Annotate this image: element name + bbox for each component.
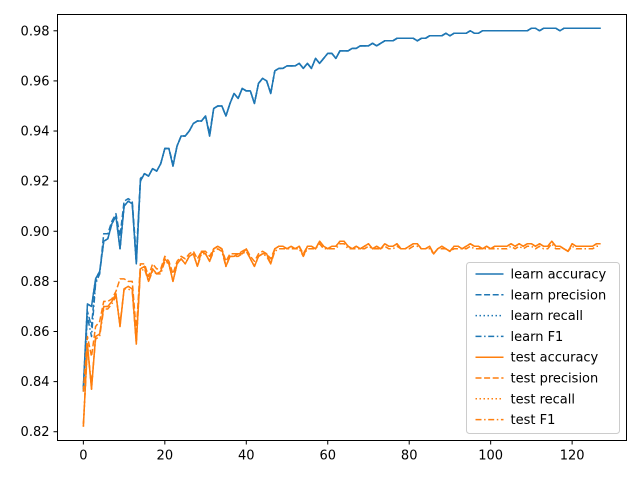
x-tick-label: 80	[401, 449, 418, 464]
legend-label: test precision	[511, 372, 599, 387]
y-tick-label: 0.84	[21, 375, 50, 390]
legend-label: learn precision	[511, 288, 607, 303]
y-tick-label: 0.98	[21, 24, 50, 39]
series-line-3	[82, 27, 601, 390]
legend: learn accuracy learn precision learn recal…	[466, 262, 620, 434]
legend-box	[466, 262, 620, 434]
series-group	[82, 27, 601, 427]
legend-label: test recall	[511, 392, 576, 407]
legend-label: test F1	[511, 413, 556, 428]
x-tick-label: 60	[319, 449, 336, 464]
x-tick-label: 120	[560, 449, 585, 464]
y-tick-label: 0.96	[21, 74, 50, 89]
y-axis: 0.82 0.84 0.86 0.88 0.90 0.92 0.94 0.96 0.98	[21, 24, 58, 440]
legend-label: test accuracy	[511, 351, 599, 366]
series-line-7	[82, 243, 601, 425]
x-tick-label: 100	[478, 449, 503, 464]
y-tick-label: 0.86	[21, 325, 50, 340]
legend-label: learn recall	[511, 309, 583, 324]
y-tick-label: 0.90	[21, 225, 50, 240]
x-tick-label: 0	[79, 449, 87, 464]
y-tick-label: 0.88	[21, 275, 50, 290]
y-tick-label: 0.92	[21, 175, 50, 190]
legend-label: learn accuracy	[511, 268, 607, 283]
y-tick-label: 0.82	[21, 425, 50, 440]
plot-frame	[57, 14, 627, 441]
series-line-6	[82, 240, 601, 427]
series-line-2	[82, 27, 601, 387]
x-tick-label: 20	[157, 449, 174, 464]
legend-label: learn F1	[511, 330, 564, 345]
y-tick-label: 0.94	[21, 125, 50, 140]
x-tick-label: 40	[238, 449, 255, 464]
x-axis: 0 20 40 60 80 100 120	[79, 440, 585, 464]
